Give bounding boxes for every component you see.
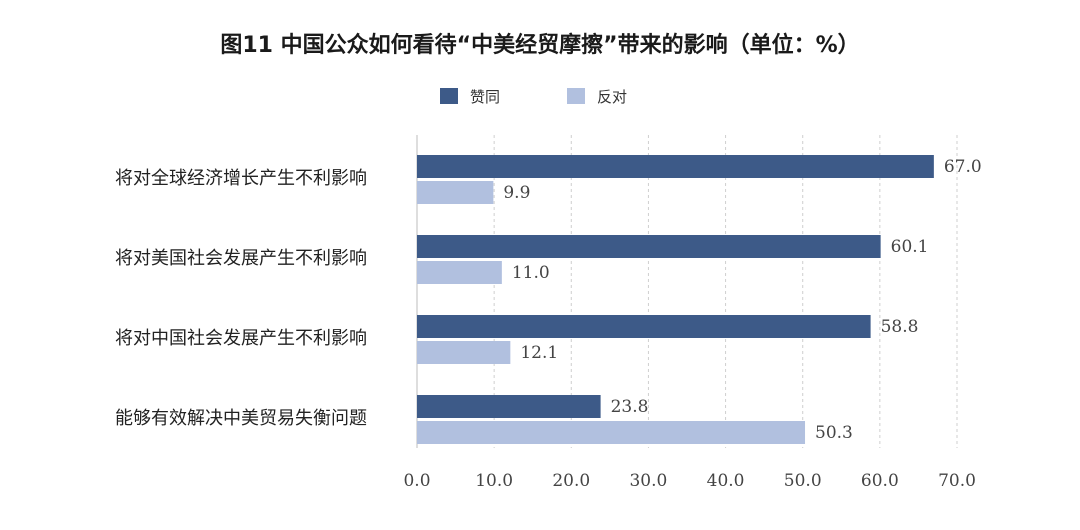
- x-tick-label-4: 40.0: [707, 471, 745, 491]
- bar-agree-0: [417, 155, 934, 178]
- category-labels: 将对全球经济增长产生不利影响将对美国社会发展产生不利影响将对中国社会发展产生不利…: [115, 168, 367, 429]
- x-tick-label-0: 0.0: [403, 471, 430, 491]
- legend-label-1: 反对: [597, 88, 627, 106]
- chart-title: 图11 中国公众如何看待“中美经贸摩擦”带来的影响（单位：%）: [220, 32, 859, 58]
- x-tick-label-1: 10.0: [475, 471, 513, 491]
- legend-swatch-1: [567, 88, 585, 104]
- value-label-0-3: 23.8: [611, 397, 649, 417]
- bar-disagree-1: [417, 261, 502, 284]
- legend: 赞同 反对: [440, 88, 627, 106]
- bar-disagree-3: [417, 421, 806, 444]
- value-label-1-2: 12.1: [520, 343, 558, 363]
- bar-disagree-2: [417, 341, 511, 364]
- bar-agree-2: [417, 315, 871, 338]
- category-label-0: 将对全球经济增长产生不利影响: [115, 168, 367, 189]
- bar-agree-3: [417, 395, 601, 418]
- x-tick-label-3: 30.0: [629, 471, 667, 491]
- x-tick-label-7: 70.0: [938, 471, 976, 491]
- value-label-0-0: 67.0: [944, 157, 982, 177]
- category-label-1: 将对美国社会发展产生不利影响: [115, 248, 367, 269]
- value-label-1-0: 9.9: [503, 183, 530, 203]
- bar-agree-1: [417, 235, 881, 258]
- value-labels: 67.0 9.9 60.1 11.0 58.8 12.1 23.8 50.3: [503, 157, 981, 443]
- legend-label-0: 赞同: [470, 88, 500, 106]
- category-label-3: 能够有效解决中美贸易失衡问题: [115, 408, 367, 429]
- legend-swatch-0: [440, 88, 458, 104]
- x-tick-label-5: 50.0: [784, 471, 822, 491]
- value-label-1-1: 11.0: [512, 263, 550, 283]
- value-label-1-3: 50.3: [815, 423, 853, 443]
- x-tick-label-6: 60.0: [861, 471, 899, 491]
- bar-disagree-0: [417, 181, 494, 204]
- value-label-0-2: 58.8: [881, 317, 919, 337]
- category-label-2: 将对中国社会发展产生不利影响: [115, 328, 367, 349]
- value-label-0-1: 60.1: [891, 237, 929, 257]
- x-tick-label-2: 20.0: [552, 471, 590, 491]
- x-axis-tick-labels: 0.0 10.0 20.0 30.0 40.0 50.0 60.0 70.0: [403, 471, 975, 491]
- bars: [417, 155, 934, 444]
